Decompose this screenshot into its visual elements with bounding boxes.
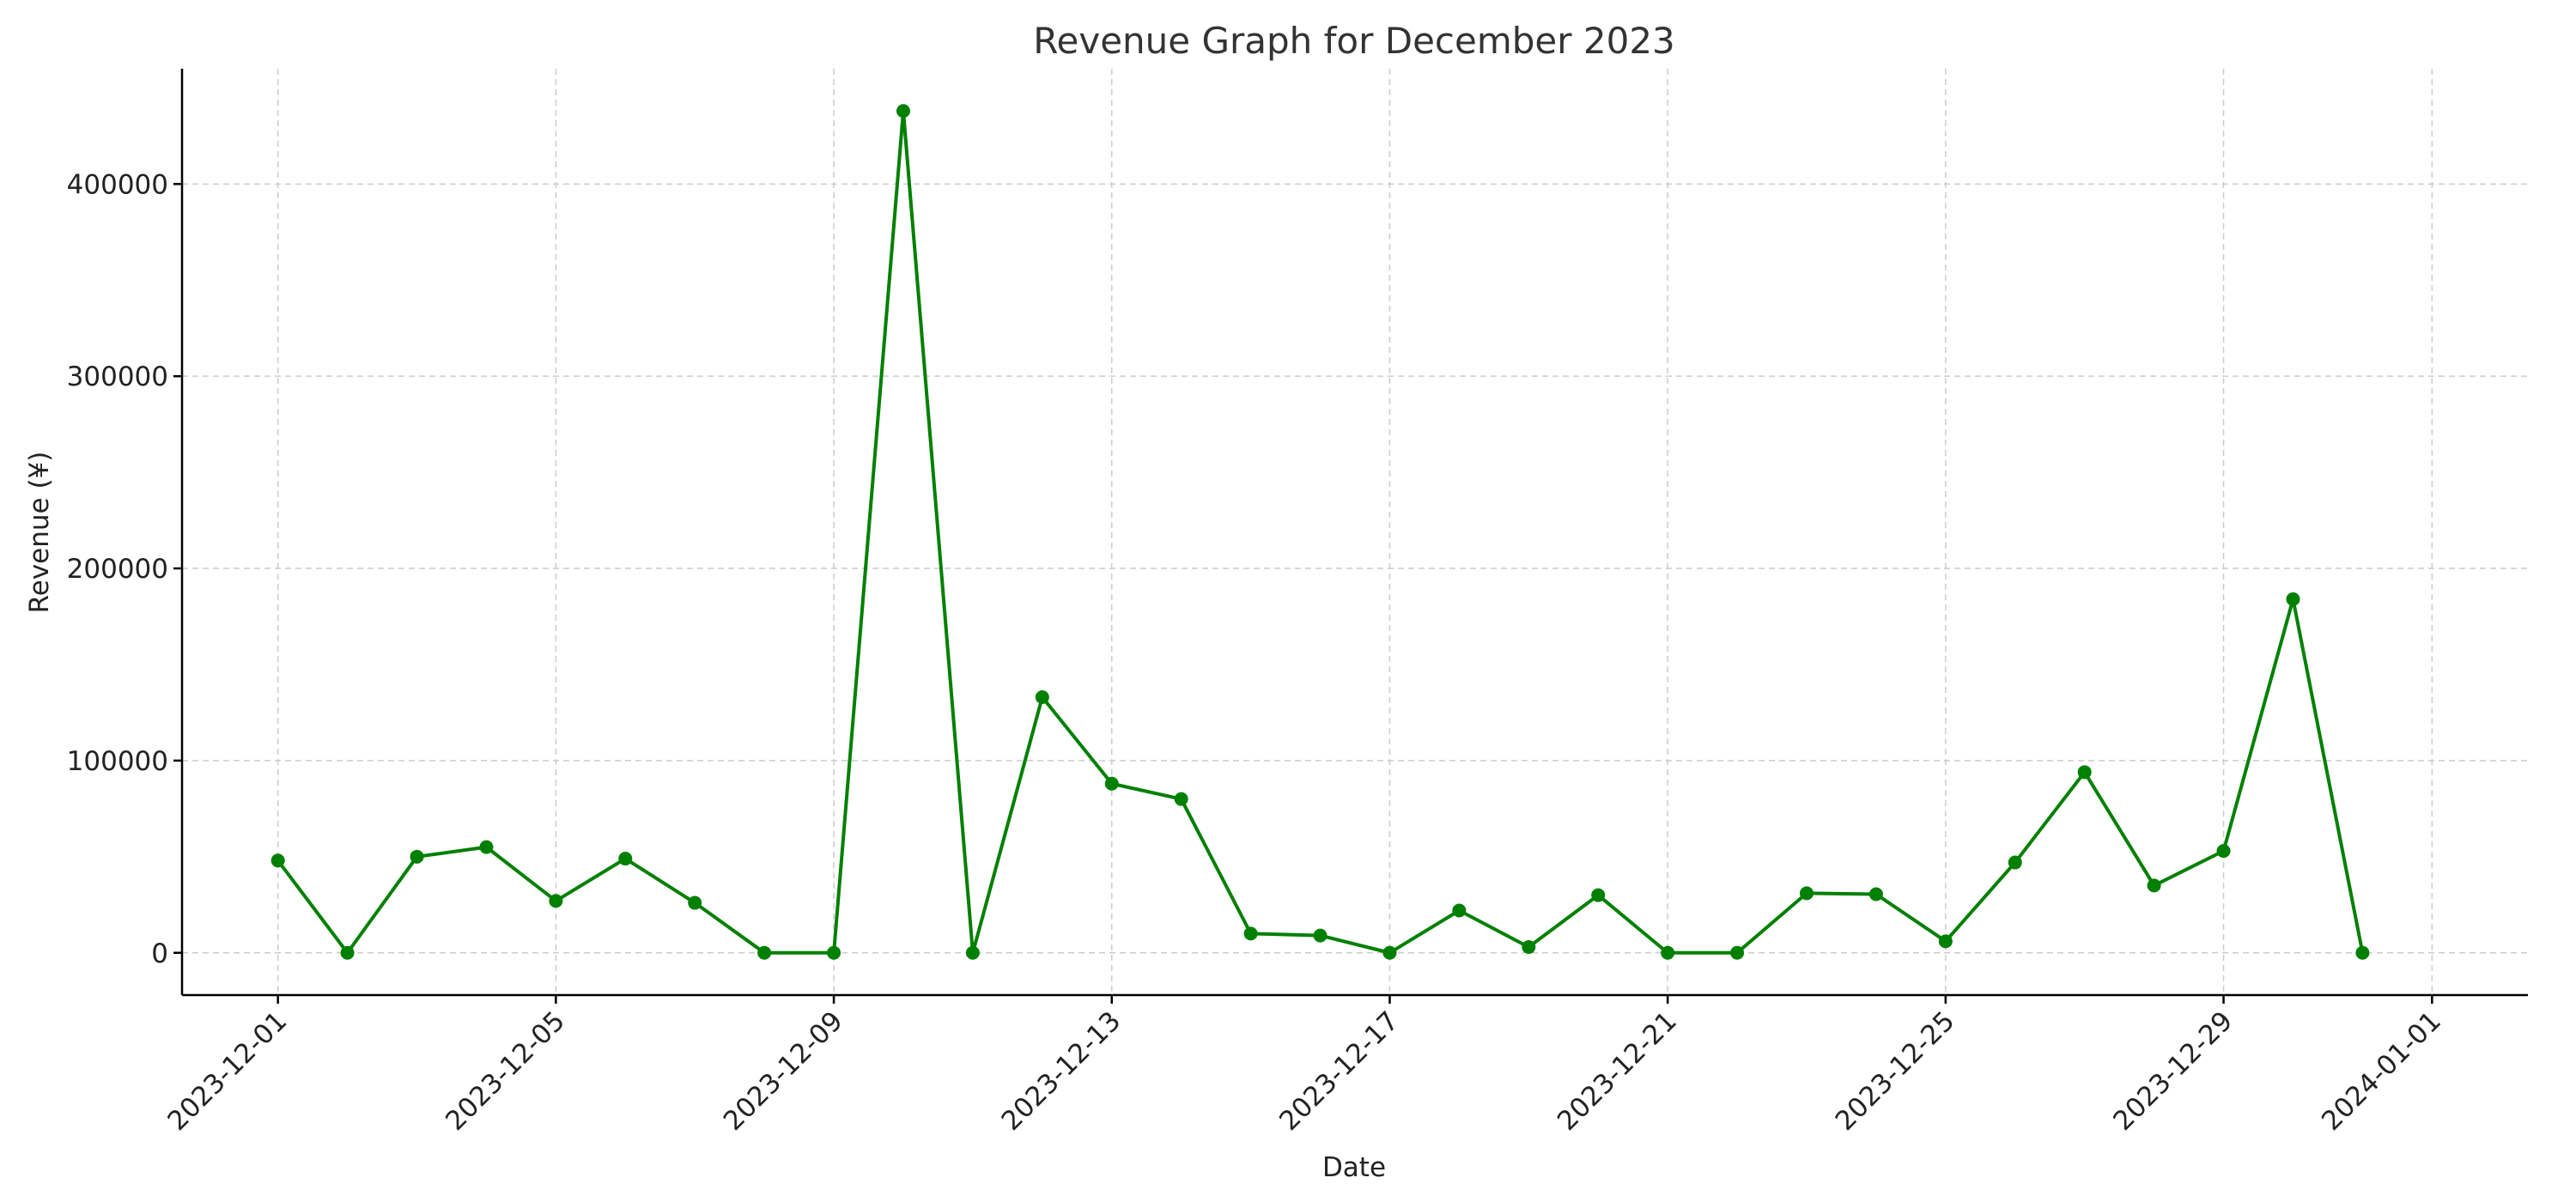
data-point [1522, 940, 1536, 955]
data-point [1174, 792, 1188, 806]
x-tick-label: 2023-12-21 [1552, 1005, 1683, 1137]
data-point [618, 852, 633, 866]
data-point [2077, 765, 2092, 780]
data-point [1938, 934, 1953, 949]
grid-lines [182, 69, 2528, 995]
data-point [410, 849, 424, 864]
data-point [2355, 945, 2370, 960]
data-point [270, 853, 285, 868]
y-tick-label: 200000 [67, 554, 168, 585]
data-point [1243, 926, 1258, 941]
x-tick-label: 2023-12-13 [996, 1005, 1127, 1137]
x-axis-label: Date [1322, 1152, 1386, 1183]
data-point [896, 104, 910, 118]
chart-title: Revenue Graph for December 2023 [1033, 20, 1675, 62]
x-tick-label: 2023-12-09 [718, 1005, 849, 1137]
data-point [1800, 886, 1814, 901]
data-point [2286, 592, 2300, 606]
data-point [688, 895, 702, 910]
series-revenue [276, 109, 2365, 955]
x-tick-label: 2023-12-17 [1273, 1005, 1405, 1137]
x-tick-label: 2023-12-01 [161, 1005, 293, 1137]
data-point [757, 945, 772, 960]
data-point [549, 894, 563, 908]
x-tick-label: 2023-12-25 [1830, 1005, 1961, 1137]
data-point [2147, 878, 2161, 893]
y-axis-label: Revenue (¥) [24, 452, 55, 614]
data-point [1035, 690, 1049, 705]
data-points [270, 104, 2370, 960]
axes [180, 69, 2528, 997]
x-tick-label: 2024-01-01 [2316, 1005, 2447, 1137]
tick-marks [173, 183, 2433, 1004]
data-point [1661, 945, 1675, 960]
data-point [1868, 887, 1883, 902]
data-point [965, 945, 980, 960]
x-tick-label: 2023-12-29 [2107, 1005, 2239, 1137]
data-point [2216, 844, 2231, 859]
y-tick-label: 100000 [67, 746, 168, 777]
data-point [2008, 855, 2022, 870]
x-tick-label: 2023-12-05 [440, 1005, 571, 1137]
data-point [340, 945, 355, 960]
data-point [1591, 888, 1606, 902]
y-tick-label: 0 [151, 938, 168, 969]
data-point [1104, 776, 1119, 791]
series-line [276, 109, 2365, 955]
data-point [1382, 945, 1397, 960]
data-point [479, 840, 494, 854]
data-point [1730, 945, 1745, 960]
data-point [827, 945, 841, 960]
y-tick-label: 300000 [67, 361, 168, 392]
data-point [1313, 928, 1327, 943]
data-point [1452, 903, 1467, 918]
y-tick-label: 400000 [67, 169, 168, 200]
